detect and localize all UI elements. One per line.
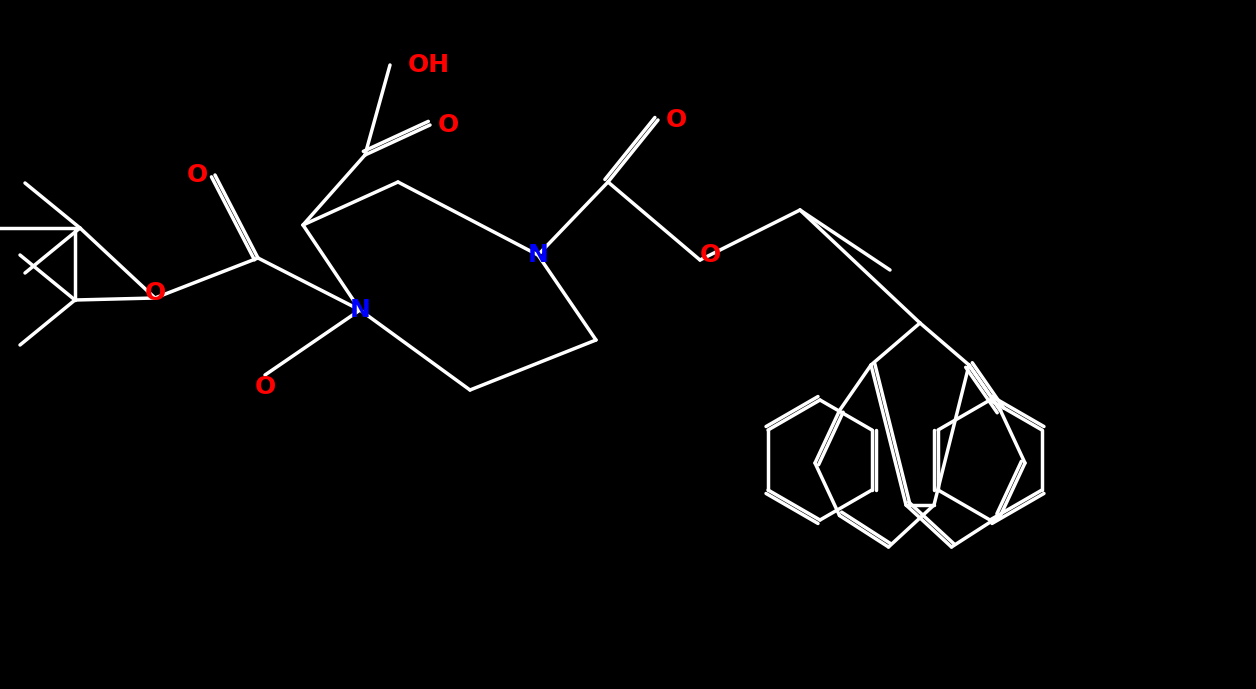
Text: O: O <box>437 113 458 137</box>
Text: O: O <box>144 281 166 305</box>
Text: N: N <box>349 298 371 322</box>
Text: N: N <box>528 243 549 267</box>
Text: O: O <box>666 108 687 132</box>
Text: O: O <box>255 375 275 399</box>
Text: O: O <box>700 243 721 267</box>
Text: OH: OH <box>408 53 450 77</box>
Text: O: O <box>186 163 207 187</box>
